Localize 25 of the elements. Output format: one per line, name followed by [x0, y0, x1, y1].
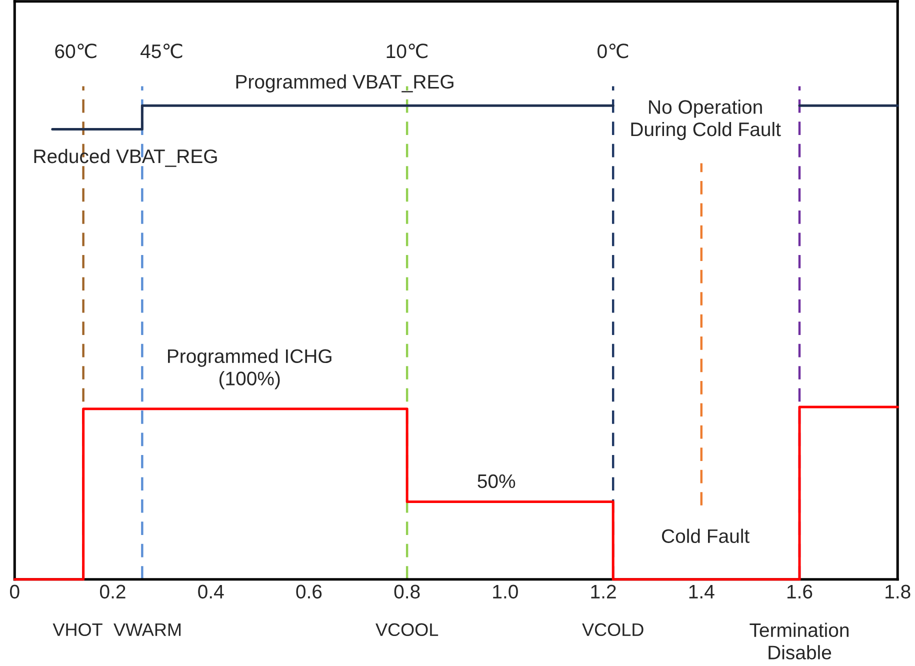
x-tick-label: 1.2 [591, 584, 616, 598]
text: 0℃ [598, 44, 628, 58]
ref-line-label: VWARM [114, 623, 181, 636]
ref-line-label: VHOT [52, 623, 102, 636]
ref-line-label: VCOOL [376, 623, 438, 636]
x-tick-label: 1.0 [493, 584, 518, 599]
x-tick-label: 0.6 [296, 584, 322, 599]
annotation: 50% [478, 474, 516, 488]
text: Programmed VBAT_REG [236, 74, 454, 92]
x-tick-label: 0.4 [198, 584, 224, 599]
x-tick-label: 0.2 [100, 584, 126, 599]
annotation: Reduced VBAT_REG [34, 148, 217, 167]
x-tick-label: 1.6 [787, 584, 812, 599]
annotation: Cold Fault [662, 528, 750, 544]
text: 45℃ [140, 44, 182, 58]
text: 60℃ [55, 44, 96, 58]
annotation: Programmed ICHG (100%) [168, 348, 332, 390]
x-tick-label: 1.8 [886, 584, 910, 599]
x-tick-label: 1.4 [689, 584, 714, 598]
x-tick-label: 0.8 [394, 584, 420, 599]
x-tick-label: 0 [10, 584, 20, 599]
annotation: No Operation During Cold Fault [631, 100, 781, 140]
ref-line-label: VCOLD [582, 623, 644, 636]
text: 10℃ [386, 44, 428, 58]
text: Termination Disable [750, 622, 848, 660]
